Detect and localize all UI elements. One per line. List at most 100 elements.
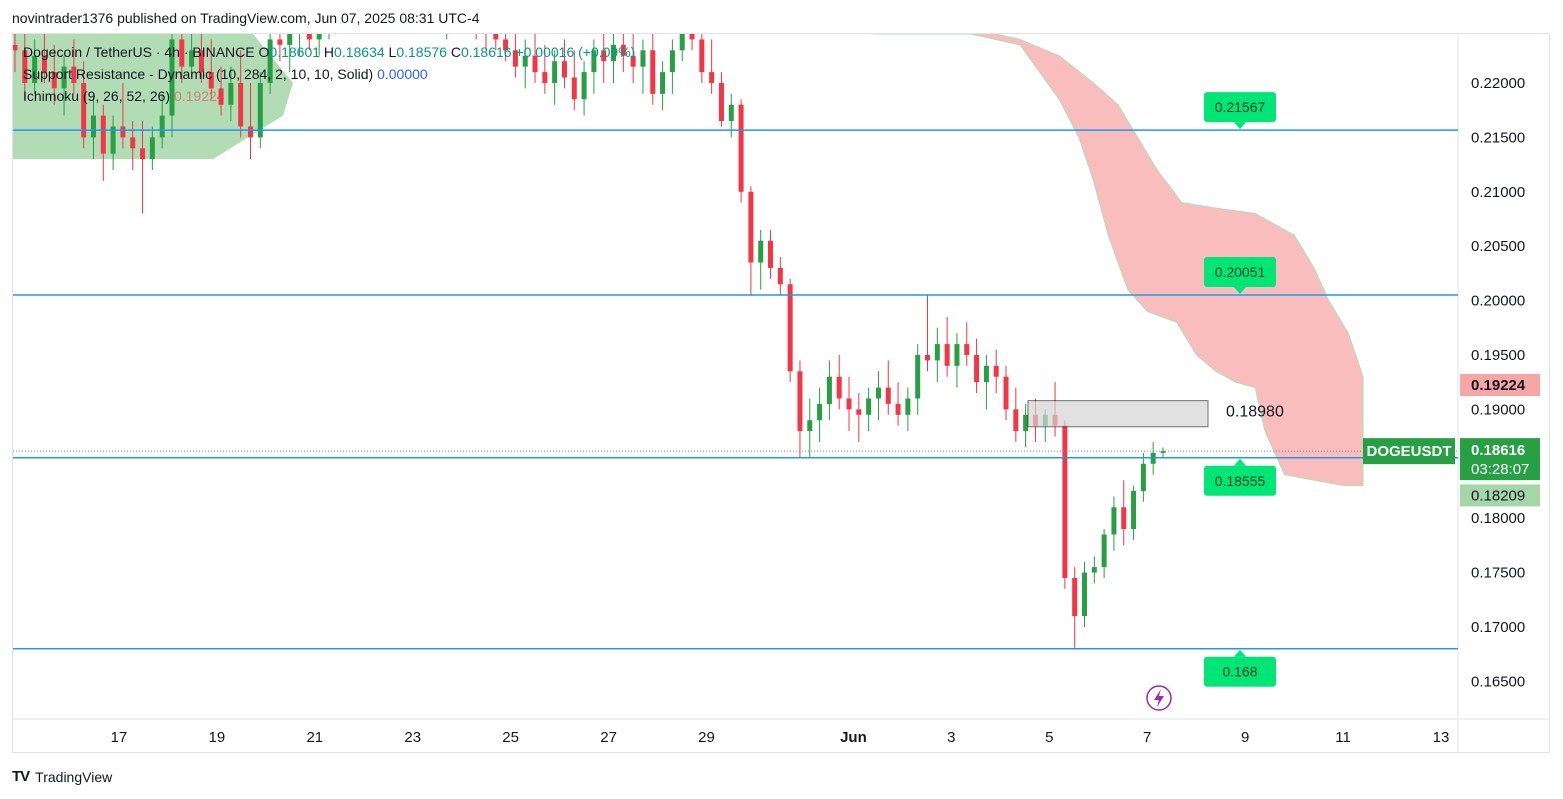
- y-tick-label: 0.16500: [1471, 673, 1525, 690]
- candle-body: [1131, 490, 1137, 530]
- sr-level-badge: [1204, 656, 1276, 687]
- candle-body: [522, 55, 528, 67]
- candle-body: [954, 344, 960, 366]
- candle-body: [905, 398, 911, 415]
- candle-body: [718, 82, 724, 122]
- candle-body: [1062, 425, 1068, 578]
- candle-body: [856, 409, 862, 415]
- candle-body: [1013, 409, 1019, 432]
- candle-body: [1072, 578, 1078, 617]
- x-tick-label: 5: [1045, 729, 1053, 746]
- candle-body: [277, 39, 283, 45]
- x-tick-label: Jun: [840, 729, 867, 746]
- candle-body: [826, 376, 832, 404]
- candlestick-chart[interactable]: 0.18980 0.21567 0.20051 0.18555 0.168 0.22000…: [13, 34, 1550, 753]
- candle-body: [169, 39, 175, 116]
- candle-body: [807, 420, 813, 432]
- candle-body: [964, 344, 970, 355]
- candle-body: [198, 50, 204, 73]
- candle-body: [885, 387, 891, 404]
- legend-indicator-sr[interactable]: Support Resistance - Dynamic (10, 284, 2…: [23, 66, 428, 82]
- candle-body: [836, 376, 842, 399]
- ichimoku-span-b-value: 0.18209: [1471, 487, 1525, 504]
- candle-body: [738, 104, 744, 192]
- sr-level-badge: [1204, 92, 1276, 123]
- candle-body: [71, 66, 77, 83]
- candle-body: [1121, 507, 1127, 530]
- ichimoku-span-a-value: 0.19224: [1471, 377, 1526, 394]
- candle-body: [218, 88, 224, 105]
- x-tick-label: 25: [502, 729, 519, 746]
- candle-body: [287, 34, 293, 45]
- candle-body: [110, 126, 116, 154]
- candle-body: [728, 104, 734, 122]
- candle-body: [787, 284, 793, 372]
- candle-body: [944, 344, 950, 366]
- candle-body: [32, 55, 38, 83]
- candle-body: [748, 191, 754, 263]
- ichimoku-span-b-tag: [1460, 484, 1540, 507]
- zone-box: [1027, 400, 1209, 428]
- y-tick-label: 0.18000: [1471, 510, 1525, 527]
- x-tick-label: 21: [306, 729, 323, 746]
- sr-level-label: 0.20051: [1215, 264, 1266, 280]
- sr-badge-pointer: [1234, 122, 1246, 130]
- candle-body: [650, 50, 656, 94]
- y-tick-label: 0.17000: [1471, 619, 1525, 636]
- legend-h-label: H: [323, 44, 335, 60]
- sr-level-label: 0.168: [1222, 664, 1257, 680]
- candle-body: [81, 82, 87, 138]
- y-tick-label: 0.19500: [1471, 347, 1525, 364]
- legend-l-label: L: [388, 44, 397, 60]
- candle-body: [611, 44, 617, 62]
- candle-body: [777, 267, 783, 285]
- legend-high: 0.18634: [334, 44, 385, 60]
- legend-indicator-ichimoku[interactable]: Ichimoku (9, 26, 52, 26) 0.19224: [23, 88, 225, 104]
- y-tick-label: 0.20500: [1471, 238, 1525, 255]
- sr-level-badge: [1204, 465, 1276, 496]
- candle-body: [875, 387, 881, 399]
- candle-body: [306, 34, 312, 40]
- candle-body: [620, 44, 626, 56]
- candle-body: [679, 34, 685, 51]
- candle-body: [1160, 451, 1166, 453]
- publish-info: novintrader1376 published on TradingView…: [12, 10, 480, 26]
- y-tick-label: 0.22000: [1471, 75, 1525, 92]
- candle-body: [208, 72, 214, 89]
- candle-body: [689, 34, 695, 40]
- x-tick-label: 7: [1143, 729, 1151, 746]
- candle-body: [630, 55, 636, 67]
- footer-brand[interactable]: TV TradingView: [12, 768, 112, 785]
- candle-body: [247, 126, 253, 138]
- legend-symbol[interactable]: Dogecoin / TetherUS · 4h · BINANCE: [23, 44, 255, 60]
- candle-body: [581, 72, 587, 100]
- candle-body: [552, 61, 558, 83]
- candle-body: [934, 344, 940, 361]
- legend-open: 0.18601: [269, 44, 321, 60]
- x-tick-label: 17: [111, 729, 128, 746]
- tradingview-logo-icon: TV: [12, 768, 30, 785]
- candle-body: [149, 137, 155, 160]
- candle-body: [915, 354, 921, 399]
- ichimoku-cloud-bearish: [873, 34, 1364, 487]
- y-tick-label: 0.21000: [1471, 184, 1525, 201]
- chart-area[interactable]: 0.18980 0.21567 0.20051 0.18555 0.168 0.22000…: [12, 33, 1550, 753]
- candle-body: [140, 148, 146, 160]
- candle-body: [512, 50, 518, 67]
- candle-body: [228, 82, 234, 105]
- x-tick-label: 3: [947, 729, 955, 746]
- candle-body: [709, 72, 715, 83]
- last-price-value: 0.18616: [1471, 442, 1525, 459]
- candle-body: [61, 66, 67, 89]
- candle-body: [503, 39, 509, 51]
- candle-body: [640, 50, 646, 67]
- legend-change: +0.00016 (+0.09%): [515, 44, 636, 60]
- candle-body: [866, 398, 872, 415]
- candle-body: [1140, 463, 1146, 491]
- x-tick-label: 9: [1241, 729, 1249, 746]
- candle-body: [13, 44, 18, 51]
- candle-body: [758, 240, 764, 263]
- candle-body: [1101, 534, 1107, 568]
- sr-badge-pointer: [1234, 458, 1246, 466]
- candle-body: [120, 126, 126, 138]
